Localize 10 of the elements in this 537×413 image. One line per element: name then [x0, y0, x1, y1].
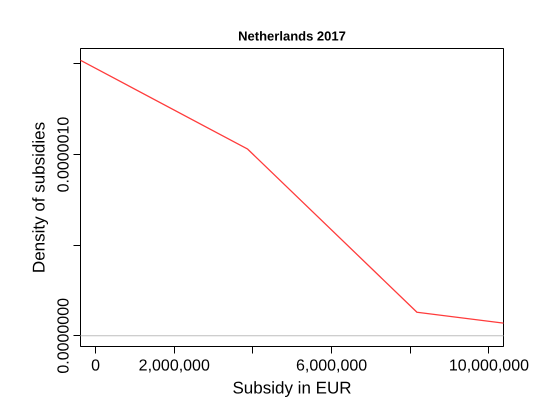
x-tick-label: 2,000,000 [138, 358, 210, 374]
x-tick-label: 0 [91, 358, 100, 374]
y-tick-label: 0.0000010 [56, 116, 72, 192]
y-tick-label: 0.0000000 [56, 298, 72, 374]
x-tick-label: 10,000,000 [448, 358, 530, 374]
chart-title: Netherlands 2017 [238, 28, 346, 44]
x-tick-label: 6,000,000 [296, 358, 368, 374]
x-axis-title: Subsidy in EUR [232, 378, 352, 398]
line-series [80, 60, 504, 324]
y-axis-title: Density of subsidies [30, 122, 48, 274]
